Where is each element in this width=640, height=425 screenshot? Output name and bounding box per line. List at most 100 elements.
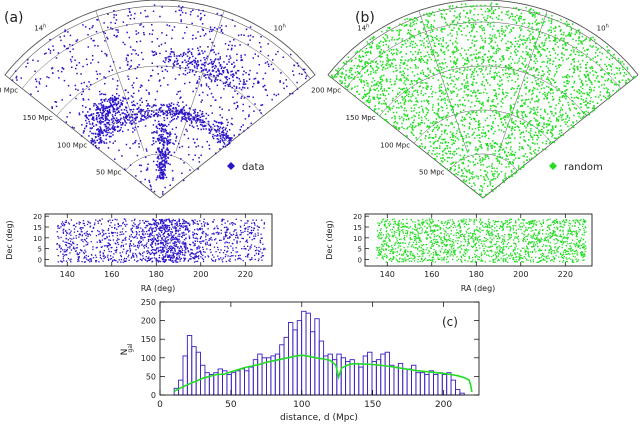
data-point <box>536 82 538 85</box>
data-point <box>90 62 92 64</box>
data-point <box>515 7 518 9</box>
data-point <box>463 85 466 87</box>
data-point <box>357 72 360 74</box>
data-point <box>534 152 536 154</box>
data-point <box>497 47 499 50</box>
data-point <box>151 144 153 146</box>
data-point <box>489 38 492 40</box>
data-point <box>217 69 219 72</box>
data-point <box>508 176 511 179</box>
data-point <box>373 98 376 100</box>
data-point <box>243 83 245 86</box>
data-point <box>465 136 468 139</box>
data-point <box>364 61 366 63</box>
data-point <box>99 134 101 136</box>
data-point <box>197 49 200 52</box>
data-point <box>179 97 181 100</box>
data-point <box>353 64 356 67</box>
data-point <box>463 91 466 93</box>
data-point <box>140 170 142 173</box>
data-point <box>387 110 389 113</box>
data-point <box>619 81 621 84</box>
data-point <box>532 138 534 141</box>
data-point <box>331 75 333 78</box>
data-point <box>570 124 573 126</box>
data-point <box>212 137 215 140</box>
data-point <box>585 113 587 116</box>
data-point <box>158 108 161 110</box>
data-point <box>480 46 482 48</box>
data-point <box>156 157 159 159</box>
data-point <box>376 47 378 50</box>
data-point <box>27 59 29 61</box>
data-point <box>538 45 541 48</box>
data-point <box>527 122 530 125</box>
data-point <box>198 9 200 11</box>
data-point <box>256 72 258 74</box>
data-point <box>462 172 464 174</box>
data-point <box>524 125 526 127</box>
data-point <box>155 53 158 55</box>
data-point <box>157 114 160 116</box>
data-point <box>539 130 541 132</box>
data-point <box>547 120 550 122</box>
data-point <box>366 93 368 95</box>
data-point <box>183 109 186 111</box>
data-point <box>551 129 553 132</box>
data-point <box>537 22 539 24</box>
data-point <box>568 80 570 83</box>
data-point <box>536 48 539 50</box>
data-point <box>459 110 462 113</box>
data-point <box>562 39 565 41</box>
data-point <box>468 61 470 63</box>
data-point <box>156 112 158 115</box>
data-point <box>187 146 190 148</box>
data-point <box>573 89 575 92</box>
data-point <box>348 77 350 80</box>
data-point <box>440 90 443 92</box>
data-point <box>545 126 548 128</box>
data-point <box>461 149 464 152</box>
data-point <box>439 84 441 87</box>
data-point <box>376 83 378 85</box>
data-point <box>342 61 345 64</box>
data-point <box>633 76 635 79</box>
data-point <box>196 120 199 122</box>
data-point <box>370 71 372 73</box>
data-point <box>394 82 397 85</box>
data-point <box>416 138 418 141</box>
data-point <box>509 109 512 111</box>
data-point <box>481 160 484 162</box>
data-point <box>455 62 458 64</box>
data-point <box>475 94 477 97</box>
data-point <box>105 129 108 131</box>
data-point <box>538 130 540 132</box>
data-point <box>441 118 444 120</box>
data-point <box>185 104 188 106</box>
data-point <box>189 119 191 121</box>
data-point <box>541 41 543 44</box>
data-point <box>426 12 428 15</box>
data-point <box>498 15 500 17</box>
data-point <box>498 162 501 164</box>
data-point <box>130 53 133 55</box>
data-point <box>203 125 206 128</box>
data-point <box>515 48 517 51</box>
data-point <box>128 68 130 70</box>
data-point <box>419 35 422 37</box>
data-point <box>508 135 510 137</box>
data-point <box>581 111 584 113</box>
data-point <box>603 83 606 86</box>
data-point <box>467 160 470 162</box>
data-point <box>187 48 190 50</box>
data-point <box>413 90 415 93</box>
data-point <box>381 63 384 66</box>
data-point <box>409 18 411 21</box>
data-point <box>108 110 111 112</box>
data-point <box>174 60 176 62</box>
data-point <box>201 63 203 66</box>
data-point <box>169 105 171 107</box>
data-point <box>147 117 149 119</box>
data-point <box>423 27 425 30</box>
data-point <box>465 169 467 171</box>
